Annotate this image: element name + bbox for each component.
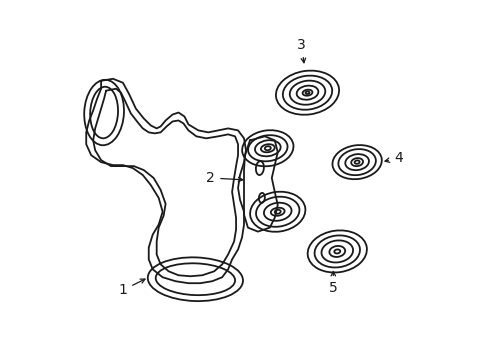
Text: 4: 4 xyxy=(384,151,402,165)
Text: 2: 2 xyxy=(206,171,243,185)
Text: 5: 5 xyxy=(328,271,337,295)
Text: 1: 1 xyxy=(118,279,145,297)
Text: 3: 3 xyxy=(297,38,305,63)
